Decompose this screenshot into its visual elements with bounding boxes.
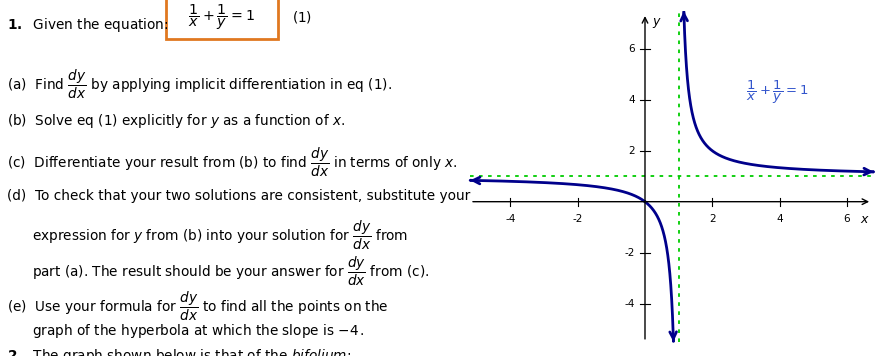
Text: 4: 4	[775, 214, 782, 224]
Text: (e)  Use your formula for $\dfrac{dy}{dx}$ to find all the points on the: (e) Use your formula for $\dfrac{dy}{dx}…	[7, 290, 388, 323]
Text: $\dfrac{1}{x}+\dfrac{1}{y}=1$: $\dfrac{1}{x}+\dfrac{1}{y}=1$	[745, 79, 807, 106]
Text: (a)  Find $\dfrac{dy}{dx}$ by applying implicit differentiation in eq (1).: (a) Find $\dfrac{dy}{dx}$ by applying im…	[7, 68, 392, 101]
Text: (c)  Differentiate your result from (b) to find $\dfrac{dy}{dx}$ in terms of onl: (c) Differentiate your result from (b) t…	[7, 146, 457, 179]
Text: $x$: $x$	[859, 213, 869, 226]
Text: -2: -2	[571, 214, 582, 224]
FancyBboxPatch shape	[166, 0, 277, 39]
Text: graph of the hyperbola at which the slope is $-4\,.$: graph of the hyperbola at which the slop…	[32, 322, 365, 340]
Text: -4: -4	[505, 214, 515, 224]
Text: $\mathbf{2.}$  The graph shown below is that of the $\it{bifolium}$:: $\mathbf{2.}$ The graph shown below is t…	[7, 347, 351, 356]
Text: expression for $y$ from (b) into your solution for $\dfrac{dy}{dx}$ from: expression for $y$ from (b) into your so…	[32, 219, 408, 252]
Text: (b)  Solve eq (1) explicitly for $y$ as a function of $x$.: (b) Solve eq (1) explicitly for $y$ as a…	[7, 112, 345, 130]
Text: -4: -4	[624, 299, 634, 309]
Text: $\dfrac{1}{x}+\dfrac{1}{y}=1$: $\dfrac{1}{x}+\dfrac{1}{y}=1$	[188, 2, 255, 32]
Text: 2: 2	[627, 146, 634, 156]
Text: 4: 4	[627, 95, 634, 105]
Text: 2: 2	[708, 214, 715, 224]
Text: $(1)$: $(1)$	[291, 9, 312, 25]
Text: -2: -2	[624, 248, 634, 258]
Text: 6: 6	[627, 44, 634, 54]
Text: $\mathbf{1.}$  Given the equation:: $\mathbf{1.}$ Given the equation:	[7, 16, 168, 34]
Text: part (a). The result should be your answer for $\dfrac{dy}{dx}$ from (c).: part (a). The result should be your answ…	[32, 255, 429, 288]
Text: 6: 6	[843, 214, 849, 224]
Text: (d)  To check that your two solutions are consistent, substitute your: (d) To check that your two solutions are…	[7, 189, 470, 203]
Text: $y$: $y$	[651, 16, 661, 30]
